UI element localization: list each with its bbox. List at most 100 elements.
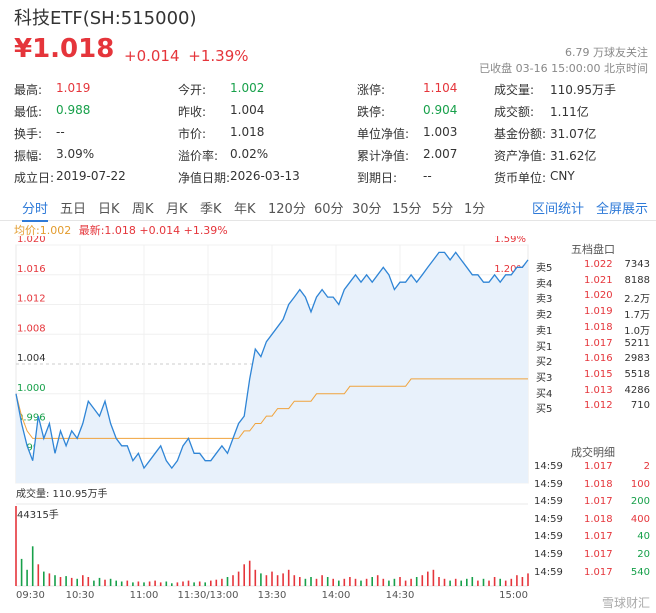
volume-bar (410, 578, 412, 586)
volume-bar (221, 578, 223, 586)
info-value: 1.004 (230, 103, 265, 117)
volume-bar (126, 580, 129, 586)
info-value: 1.002 (230, 81, 265, 95)
order-price: 1.021 (584, 274, 613, 286)
volume-bar (182, 581, 184, 586)
order-level-label: 卖3 (536, 294, 553, 306)
x-tick-label: 13:30 (258, 590, 287, 601)
info-label: 累计净值: (357, 149, 410, 163)
volume-bar (232, 575, 234, 586)
info-label: 换手: (14, 127, 43, 141)
volume-max-label: 44315手 (17, 508, 59, 521)
info-cell: 净值日期: 2026-03-13 (178, 169, 300, 186)
info-label: 今开: (178, 83, 207, 97)
info-label: 最低: (14, 105, 43, 119)
info-value: 1.019 (56, 81, 91, 95)
tab-4[interactable]: 月K (166, 202, 188, 217)
trade-time: 14:59 (534, 478, 563, 490)
volume-bar (265, 575, 268, 586)
volume-bar (132, 582, 134, 586)
volume-bar (482, 578, 485, 586)
order-book-row: 买1 1.017 5211 (530, 338, 656, 356)
volume-bar (165, 581, 168, 586)
tab-10[interactable]: 15分 (392, 202, 422, 217)
info-value: 2.007 (423, 147, 458, 161)
volume-bar (248, 560, 251, 586)
volume-bar (521, 577, 524, 586)
volume-bar (171, 583, 173, 586)
volume-bar (176, 582, 179, 586)
volume-bar (499, 578, 501, 586)
info-cell: 溢价率: 0.02% (178, 147, 268, 164)
order-volume: 8188 (624, 274, 650, 286)
tab-5[interactable]: 季K (200, 202, 222, 217)
tab-8[interactable]: 60分 (314, 202, 344, 217)
volume-bar (304, 578, 307, 586)
tab-3[interactable]: 周K (132, 202, 154, 217)
intraday-chart[interactable]: 1.0201.59%1.0161.20%1.0120.80%1.0080.40%… (0, 236, 656, 613)
volume-bar (310, 577, 312, 586)
volume-bar (31, 546, 34, 586)
volume-bar (321, 575, 323, 586)
volume-bar (98, 577, 101, 586)
order-level-label: 买3 (536, 372, 553, 384)
trade-price: 1.017 (584, 566, 613, 578)
info-value: 110.95万手 (550, 83, 616, 97)
volume-bar (354, 578, 357, 586)
volume-bar (510, 578, 513, 586)
volume-bar (293, 575, 296, 586)
order-book-title: 五档盘口 (571, 243, 615, 256)
volume-bar (371, 577, 373, 586)
price-change: +0.014 +1.39% (124, 47, 249, 65)
info-label: 市价: (178, 127, 207, 141)
info-label: 成立日: (14, 171, 55, 185)
volume-bar (388, 580, 390, 586)
info-cell: 昨收: 1.004 (178, 103, 264, 120)
order-price: 1.017 (584, 337, 613, 349)
latest-price-legend: 最新:1.018 +0.014 +1.39% (78, 224, 228, 237)
order-price: 1.020 (584, 290, 613, 302)
order-book-row: 买2 1.016 2983 (530, 353, 656, 371)
interval-stats-link[interactable]: 区间统计 (532, 202, 585, 217)
volume-bar (260, 573, 262, 586)
fullscreen-link[interactable]: 全屏展示 (596, 202, 649, 217)
tab-12[interactable]: 1分 (464, 202, 486, 217)
tab-6[interactable]: 年K (234, 202, 256, 217)
tab-11[interactable]: 5分 (432, 202, 454, 217)
trade-row: 14:59 1.017 540 (530, 567, 656, 585)
trade-volume: 100 (630, 478, 650, 490)
pct-tick-label: 1.59% (494, 236, 526, 245)
volume-bar (65, 576, 67, 586)
tab-0[interactable]: 分时 (22, 198, 49, 222)
volume-bar (527, 573, 529, 586)
order-volume: 5518 (624, 368, 650, 380)
info-cell: 成立日: 2019-07-22 (14, 169, 126, 186)
info-value: 1.018 (230, 125, 265, 139)
price-area (16, 252, 528, 483)
volume-bar (143, 582, 145, 586)
volume-bar (338, 580, 340, 586)
order-price: 1.022 (584, 259, 613, 270)
tab-2[interactable]: 日K (98, 202, 120, 217)
volume-bar (466, 578, 468, 586)
tab-1[interactable]: 五日 (60, 202, 87, 217)
volume-bar (104, 579, 106, 586)
volume-bar (516, 575, 518, 586)
y-tick-label: 0.992 (17, 442, 46, 453)
change-amount: +0.014 (124, 47, 180, 65)
info-value: -- (56, 125, 65, 139)
trade-volume: 40 (637, 531, 650, 543)
order-price: 1.013 (584, 384, 613, 396)
info-label: 振幅: (14, 149, 43, 163)
info-value: 31.62亿 (550, 149, 597, 163)
tab-7[interactable]: 120分 (268, 202, 306, 217)
info-cell: 累计净值: 2.007 (357, 147, 457, 164)
y-tick-label: 1.000 (17, 383, 46, 394)
order-level-label: 买5 (536, 404, 553, 416)
volume-bar (26, 569, 28, 586)
volume-bar (226, 577, 229, 586)
tab-9[interactable]: 30分 (352, 202, 382, 217)
volume-bar (154, 580, 156, 586)
y-tick-label: 1.008 (17, 323, 46, 334)
volume-bar (137, 581, 140, 586)
